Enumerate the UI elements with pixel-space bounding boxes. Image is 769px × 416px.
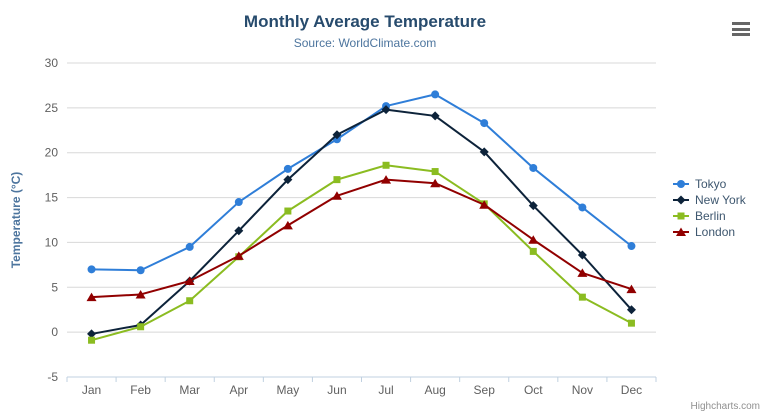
x-tick-label: Oct <box>524 383 543 397</box>
x-tick-label: Nov <box>572 383 593 397</box>
series-line[interactable] <box>90 164 633 342</box>
x-tick-label: Jun <box>327 383 346 397</box>
y-tick-label: -5 <box>47 370 58 384</box>
y-tick-label: 25 <box>45 101 59 115</box>
data-point-marker[interactable] <box>677 212 685 220</box>
hamburger-icon <box>732 22 750 25</box>
data-point-marker[interactable] <box>283 164 292 173</box>
data-point-marker[interactable] <box>185 242 194 251</box>
data-point-marker[interactable] <box>430 111 440 121</box>
data-point-marker[interactable] <box>88 336 96 344</box>
data-point-marker[interactable] <box>381 105 391 115</box>
y-axis-labels: -5 0 5 10 15 20 25 30 <box>45 56 59 384</box>
x-tick-label: Mar <box>179 383 200 397</box>
data-point-marker[interactable] <box>233 251 244 260</box>
data-point-marker[interactable] <box>234 198 243 207</box>
y-tick-label: 20 <box>45 146 59 160</box>
series-line[interactable] <box>90 178 633 299</box>
data-point-marker[interactable] <box>431 90 440 99</box>
chart-subtitle: Source: WorldClimate.com <box>293 36 437 50</box>
data-point-marker[interactable] <box>577 250 587 260</box>
data-point-marker[interactable] <box>136 266 145 275</box>
data-point-marker[interactable] <box>86 292 97 302</box>
series-line[interactable] <box>90 108 633 335</box>
data-point-marker[interactable] <box>87 265 96 274</box>
data-point-marker[interactable] <box>234 226 244 236</box>
legend-item-tokyo[interactable]: Tokyo <box>672 176 746 192</box>
credits-link[interactable]: Highcharts.com <box>690 401 760 412</box>
data-point-marker[interactable] <box>186 297 194 305</box>
y-tick-label: 10 <box>45 235 59 249</box>
x-tick-label: Feb <box>130 383 151 397</box>
y-tick-label: 0 <box>51 325 58 339</box>
data-point-marker[interactable] <box>480 119 489 128</box>
legend-label: Tokyo <box>695 177 727 191</box>
data-point-marker[interactable] <box>677 180 685 188</box>
legend-item-berlin[interactable]: Berlin <box>672 208 746 224</box>
data-point-marker[interactable] <box>283 175 293 185</box>
data-point-marker[interactable] <box>333 176 341 184</box>
x-tick-label: Aug <box>424 383 445 397</box>
circle-marker-icon <box>673 180 689 188</box>
y-tick-label: 30 <box>45 56 59 70</box>
series-line[interactable] <box>90 93 633 272</box>
data-point-marker[interactable] <box>627 319 635 327</box>
data-point-marker[interactable] <box>331 191 342 200</box>
data-point-marker[interactable] <box>137 323 145 331</box>
legend-label: New York <box>695 193 746 207</box>
data-point-marker[interactable] <box>578 203 587 212</box>
data-point-marker[interactable] <box>479 200 490 209</box>
legend-item-london[interactable]: London <box>672 224 746 240</box>
data-point-marker[interactable] <box>184 276 195 286</box>
diamond-marker-icon <box>673 195 689 205</box>
data-point-marker[interactable] <box>332 130 342 140</box>
data-point-marker[interactable] <box>87 329 97 339</box>
data-point-marker[interactable] <box>676 227 686 237</box>
series-tokyo <box>87 90 636 275</box>
data-point-marker[interactable] <box>577 268 588 277</box>
data-point-marker[interactable] <box>626 284 637 294</box>
data-point-marker[interactable] <box>528 235 539 244</box>
square-marker-icon <box>673 212 689 220</box>
data-point-marker[interactable] <box>135 289 146 299</box>
x-axis: Jan Feb Mar Apr May Jun Jul Aug Sep Oct Nov Dec <box>66 376 657 397</box>
triangle-marker-icon <box>673 227 689 237</box>
export-menu-button[interactable] <box>732 22 750 36</box>
y-tick-label: 5 <box>51 280 58 294</box>
data-point-marker[interactable] <box>430 178 441 188</box>
x-tick-label: Apr <box>229 383 248 397</box>
legend: Tokyo New York Berlin London <box>672 176 746 240</box>
data-point-marker[interactable] <box>676 195 686 205</box>
data-point-marker[interactable] <box>284 207 292 215</box>
x-tick-label: Jan <box>82 383 101 397</box>
data-point-marker[interactable] <box>578 293 586 301</box>
series-london <box>86 175 637 302</box>
data-point-marker[interactable] <box>529 247 537 255</box>
data-point-marker[interactable] <box>282 220 293 230</box>
legend-label: Berlin <box>695 209 726 223</box>
y-gridlines <box>67 62 656 378</box>
chart-title: Monthly Average Temperature <box>243 12 487 31</box>
x-tick-label: Dec <box>621 383 642 397</box>
legend-label: London <box>695 225 736 239</box>
data-point-marker[interactable] <box>529 163 538 172</box>
data-point-marker[interactable] <box>381 175 392 184</box>
data-point-marker[interactable] <box>528 201 538 211</box>
data-point-marker[interactable] <box>627 242 636 251</box>
series-new-york <box>87 105 636 339</box>
x-tick-label: Sep <box>474 383 496 397</box>
data-point-marker[interactable] <box>626 305 636 315</box>
data-point-marker[interactable] <box>431 168 439 176</box>
y-tick-label: 15 <box>45 191 59 205</box>
legend-item-new-york[interactable]: New York <box>672 192 746 208</box>
data-point-marker[interactable] <box>479 147 489 157</box>
y-axis-title: Temperature (°C) <box>9 172 23 269</box>
x-tick-label: Jul <box>378 383 393 397</box>
data-point-marker[interactable] <box>382 161 390 169</box>
x-tick-label: May <box>277 383 300 397</box>
